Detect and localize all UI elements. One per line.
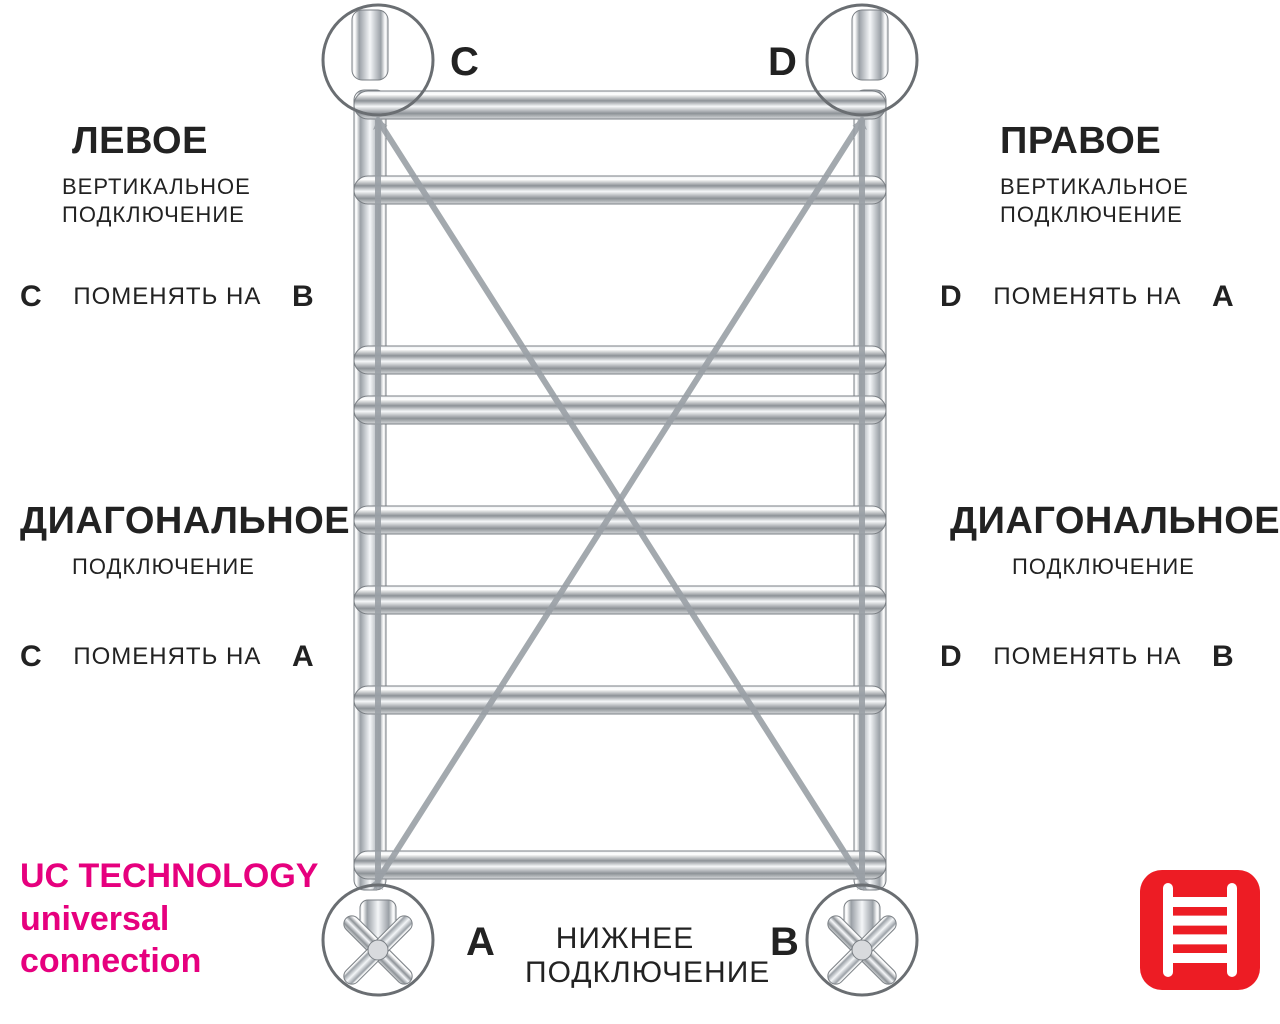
corner-label-c: C	[450, 40, 479, 85]
bottom-label: НИЖНЕЕ ПОДКЛЮЧЕНИЕ	[525, 922, 725, 990]
left-sub2: ПОДКЛЮЧЕНИЕ	[62, 202, 245, 228]
corner-label-d: D	[768, 40, 797, 85]
right-sub1: ВЕРТИКАЛЬНОЕ	[1000, 174, 1189, 200]
left-diag-sub: ПОДКЛЮЧЕНИЕ	[72, 554, 255, 580]
left-diag-title: ДИАГОНАЛЬНОЕ	[20, 500, 350, 543]
brand-text: UC TECHNOLOGY universal connection	[20, 855, 318, 983]
corner-label-a: A	[466, 920, 495, 965]
right-diag-swap: D ПОМЕНЯТЬ НА B	[940, 640, 1235, 674]
corner-label-b: B	[770, 920, 799, 965]
right-title: ПРАВОЕ	[1000, 120, 1161, 163]
brand-logo-icon	[1140, 870, 1260, 990]
left-sub1: ВЕРТИКАЛЬНОЕ	[62, 174, 251, 200]
right-sub2: ПОДКЛЮЧЕНИЕ	[1000, 202, 1183, 228]
right-diag-title: ДИАГОНАЛЬНОЕ	[950, 500, 1280, 543]
connection-arrows	[378, 120, 862, 880]
towel-radiator	[352, 10, 888, 890]
right-diag-sub: ПОДКЛЮЧЕНИЕ	[1012, 554, 1195, 580]
right-swap: D ПОМЕНЯТЬ НА A	[940, 280, 1235, 314]
left-title: ЛЕВОЕ	[72, 120, 208, 163]
left-swap: C ПОМЕНЯТЬ НА B	[20, 280, 315, 314]
left-diag-swap: C ПОМЕНЯТЬ НА A	[20, 640, 315, 674]
